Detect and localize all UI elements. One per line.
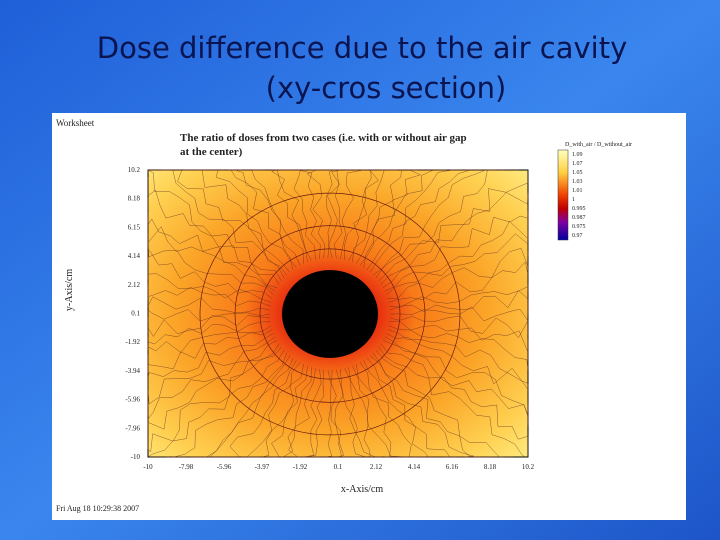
slide-subtitle: (xy-cros section) (266, 71, 507, 105)
plot-title: The ratio of doses from two cases (i.e. … (180, 132, 467, 144)
legend-label: 1 (572, 197, 575, 203)
contour-line (147, 276, 271, 307)
legend-label: 0.975 (572, 224, 586, 230)
x-tick-label: -5.96 (217, 463, 232, 471)
x-tick-label: 2.12 (370, 463, 383, 471)
contour-ring (199, 192, 461, 436)
color-bar (557, 149, 569, 241)
contour-line (387, 241, 529, 299)
x-tick-label: -3.97 (255, 463, 270, 471)
x-tick-label: 6.16 (446, 463, 459, 471)
contour-line (363, 360, 482, 458)
contour-line (166, 355, 291, 458)
y-tick-label: 10.2 (128, 166, 141, 174)
legend-label: 1.09 (572, 152, 583, 158)
legend-label: 1.03 (572, 179, 583, 185)
air-cavity (282, 270, 378, 358)
contour-line (380, 343, 529, 457)
contour-line (369, 169, 496, 273)
contour-line (344, 368, 399, 458)
y-axis-label: y-Axis/cm (64, 269, 75, 311)
x-tick-label: 10.2 (522, 463, 535, 471)
contour-line (340, 369, 373, 458)
y-tick-label: 0.1 (131, 310, 140, 318)
contour-line (375, 169, 519, 279)
contour-line (386, 332, 529, 414)
legend-label: 1.01 (572, 188, 583, 194)
contour-line (147, 325, 272, 373)
y-tick-label: -10 (131, 453, 141, 461)
y-tick-label: 8.18 (128, 195, 141, 203)
contour-line (373, 169, 505, 276)
contour-line (389, 315, 529, 339)
x-tick-label: 4.14 (408, 463, 421, 471)
contour-line (147, 233, 273, 299)
y-tick-label: 2.12 (128, 281, 141, 289)
contour-line (380, 192, 529, 285)
contour-line (334, 169, 361, 259)
contour-line (148, 169, 285, 279)
legend-label: 1.07 (572, 161, 583, 167)
x-tick-label: 8.18 (484, 463, 497, 471)
y-tick-label: 4.14 (128, 252, 141, 260)
contour-line (386, 224, 529, 295)
x-tick-label: -1.92 (293, 463, 308, 471)
contour-line (147, 197, 278, 288)
contour-line (387, 329, 529, 387)
contour-line (325, 369, 350, 458)
contour-line (149, 352, 288, 458)
y-tick-label: -1.92 (125, 338, 140, 346)
contour-line (375, 349, 514, 458)
legend-label: 0.97 (572, 233, 583, 239)
legend-label: 0.995 (572, 206, 586, 212)
contour-line (147, 177, 280, 285)
contour-line (147, 349, 285, 458)
x-tick-label: 0.1 (334, 463, 343, 471)
contour-line (147, 321, 271, 350)
contour-line (389, 284, 529, 312)
y-tick-label: -3.94 (125, 367, 140, 375)
contour-line (147, 309, 271, 322)
contour-line (388, 325, 529, 370)
legend-label: 0.987 (572, 215, 586, 221)
contour-line (378, 346, 526, 458)
contours (147, 169, 529, 458)
slide-title: Dose difference due to the air cavity (97, 31, 627, 65)
timestamp: Fri Aug 18 10:29:38 2007 (56, 504, 139, 513)
contour-ring (259, 248, 401, 380)
legend-label: 1.05 (572, 170, 583, 176)
legend-title: D_with_air / D_without_air (565, 142, 632, 148)
contour-line (389, 320, 529, 356)
y-tick-label: -7.96 (125, 424, 140, 432)
contour-line (378, 170, 529, 282)
window-label: Worksheet (56, 118, 95, 128)
x-tick-label: -10 (143, 463, 153, 471)
x-tick-label: -7.98 (179, 463, 194, 471)
contour-line (389, 302, 529, 322)
plot-title: at the center) (180, 146, 243, 158)
contour-line (147, 218, 274, 295)
x-axis-label: x-Axis/cm (341, 484, 383, 495)
y-tick-label: 6.15 (128, 223, 141, 231)
contour-line (382, 340, 529, 426)
contour-ring (234, 225, 426, 403)
y-tick-label: -5.96 (125, 396, 140, 404)
contour-line (147, 346, 282, 453)
contour-line (282, 169, 321, 259)
contour-line (382, 194, 529, 288)
contour-line (147, 169, 282, 282)
